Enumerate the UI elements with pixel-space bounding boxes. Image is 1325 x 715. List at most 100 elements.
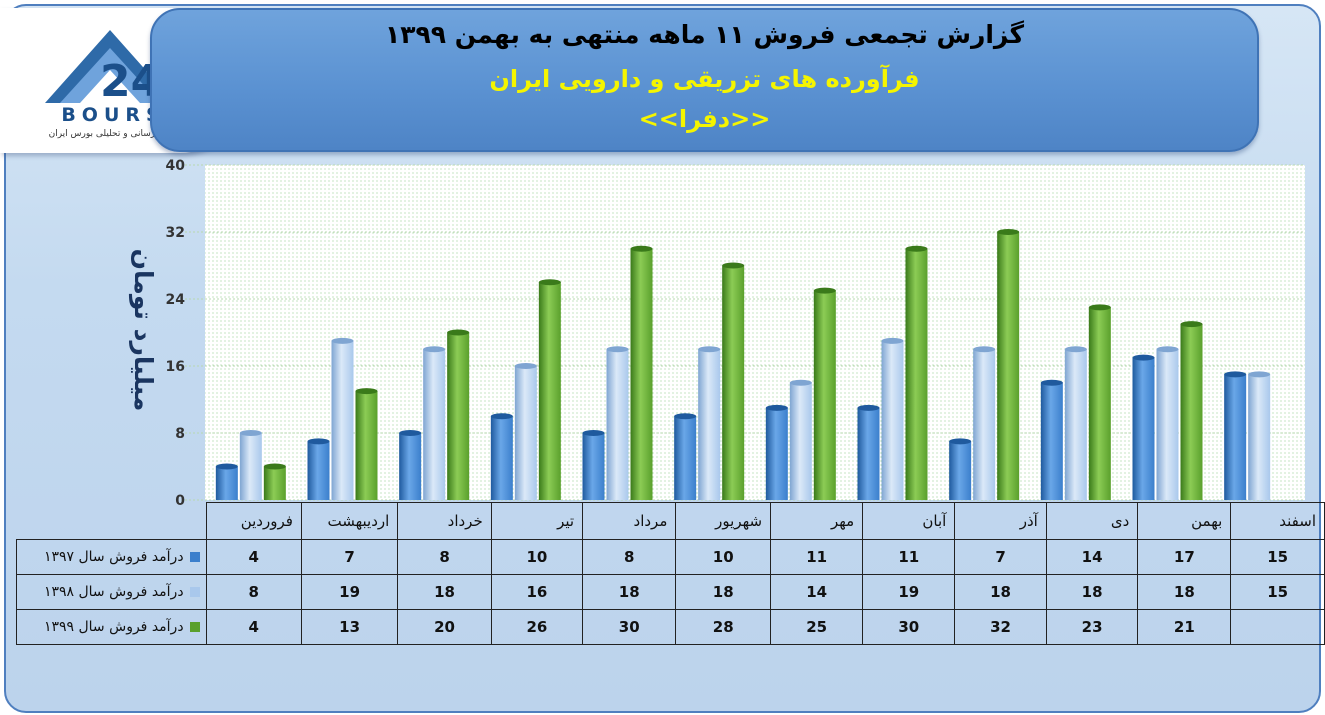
bar-cap-2-3 [538, 279, 561, 286]
table-month-header: خرداد [397, 502, 492, 540]
bar-0-11 [1224, 374, 1247, 500]
table-header-row: فروردین اردیبهشت خرداد تیر مرداد شهریور مهر آبا… [16, 502, 1325, 540]
bar-1-3 [514, 366, 537, 500]
table-cell: 10 [490, 539, 584, 575]
bar-1-2 [423, 349, 446, 500]
bar-1-1 [331, 340, 354, 500]
bar-0-2 [399, 433, 422, 500]
table-cell: 11 [862, 539, 956, 575]
y-axis-label: میلیارد تومان [128, 249, 158, 412]
bar-cap-1-8 [973, 346, 996, 353]
bar-cap-2-2 [447, 329, 470, 336]
table-cell: 7 [954, 539, 1047, 575]
table-cell: 20 [397, 609, 492, 645]
table-cell: 13 [300, 609, 399, 645]
table-cell: 30 [582, 609, 677, 645]
table-cell: 8 [205, 574, 302, 610]
logo-brand: BOURSE [61, 104, 185, 126]
table-cell: 18 [582, 574, 677, 610]
bar-cap-2-9 [1088, 304, 1111, 311]
y-tick-label: 32 [166, 225, 185, 241]
bar-cap-1-0 [239, 430, 262, 436]
bar-cap-1-9 [1064, 346, 1087, 353]
data-table: فروردین اردیبهشت خرداد تیر مرداد شهریور مهر آبا… [16, 502, 1325, 645]
bar-cap-0-10 [1132, 354, 1155, 361]
bar-1-5 [698, 349, 721, 500]
legend-label: درآمد فروش سال ۱۳۹۸ [43, 584, 184, 600]
bar-cap-0-9 [1040, 379, 1063, 386]
table-cell: 7 [300, 539, 399, 575]
y-tick-label: 16 [166, 359, 185, 375]
bar-2-1 [355, 391, 378, 500]
ticker-symbol: <<دفرا>> [638, 105, 771, 133]
table-cell: 18 [1137, 574, 1232, 610]
bar-cap-0-7 [857, 404, 880, 411]
legend-label: درآمد فروش سال ۱۳۹۷ [43, 549, 184, 565]
bar-2-3 [538, 282, 561, 500]
table-cell: 21 [1137, 609, 1232, 645]
bar-cap-2-10 [1180, 321, 1203, 328]
bar-cap-0-8 [949, 438, 972, 445]
bar-0-6 [765, 407, 788, 500]
table-month-header: مهر [770, 502, 864, 540]
bar-cap-1-7 [881, 337, 904, 344]
table-cell: 8 [397, 539, 492, 575]
table-cell: 4 [205, 539, 302, 575]
bar-cap-0-5 [674, 413, 697, 420]
bar-1-9 [1064, 349, 1087, 500]
bar-2-8 [997, 232, 1020, 500]
bar-cap-1-4 [606, 346, 629, 353]
table-cell: 19 [862, 574, 956, 610]
bar-2-6 [813, 290, 836, 500]
bar-1-10 [1156, 349, 1179, 500]
bar-0-0 [215, 466, 238, 500]
bar-cap-1-6 [789, 379, 812, 386]
bar-cap-2-1 [355, 388, 378, 395]
bar-cap-1-3 [514, 363, 537, 369]
bar-cap-1-11 [1248, 371, 1271, 378]
table-cell: 14 [770, 574, 864, 610]
table-cell: 4 [205, 609, 302, 645]
table-month-header: آبان [862, 502, 956, 540]
bar-0-3 [490, 416, 513, 500]
y-tick-label: 40 [166, 158, 186, 174]
table-row: درآمد فروش سال ۱۳۹۹ 4 13 20 26 30 28 25 30 32 23 21 [16, 609, 1325, 645]
bar-cap-1-2 [423, 346, 446, 353]
bar-cap-1-1 [331, 337, 354, 344]
chart-title: گزارش تجمعی فروش ۱۱ ماهه منتهی به بهمن ۱… [384, 20, 1025, 49]
bar-1-6 [789, 382, 812, 500]
table-cell: 30 [862, 609, 956, 645]
table-month-header: فروردین [205, 502, 302, 540]
bar-2-4 [630, 248, 653, 500]
table-month-header: شهریور [675, 502, 772, 540]
table-cell: 15 [1230, 574, 1325, 610]
bar-0-7 [857, 407, 880, 500]
table-cell: 10 [675, 539, 772, 575]
table-cell: 26 [490, 609, 584, 645]
legend-entry: درآمد فروش سال ۱۳۹۸ [16, 574, 207, 610]
legend-swatch-icon [189, 552, 200, 562]
table-month-header: تیر [490, 502, 584, 540]
bar-0-1 [307, 441, 330, 500]
legend-swatch-icon [189, 622, 200, 632]
bar-cap-0-3 [490, 413, 513, 420]
bar-0-8 [949, 441, 972, 500]
bar-2-7 [905, 248, 928, 500]
bar-cap-2-0 [263, 463, 286, 470]
bar-0-5 [674, 416, 697, 500]
table-month-header: بهمن [1137, 502, 1232, 540]
logo-tagline: پایگاه اطلاع رسانی و تحلیلی بورس ایران [48, 129, 202, 139]
legend-label: درآمد فروش سال ۱۳۹۹ [43, 619, 184, 635]
bar-1-8 [973, 349, 996, 500]
y-tick-label: 24 [166, 292, 186, 308]
bar-1-4 [606, 349, 629, 500]
table-month-header: مرداد [582, 502, 677, 540]
bar-1-11 [1248, 374, 1271, 500]
bar-cap-2-4 [630, 245, 653, 252]
bar-cap-0-6 [765, 404, 788, 411]
bar-cap-0-4 [582, 430, 605, 436]
table-cell: 11 [770, 539, 864, 575]
plot-area [205, 165, 1305, 500]
bar-1-0 [239, 433, 262, 500]
bar-cap-2-5 [722, 262, 745, 269]
